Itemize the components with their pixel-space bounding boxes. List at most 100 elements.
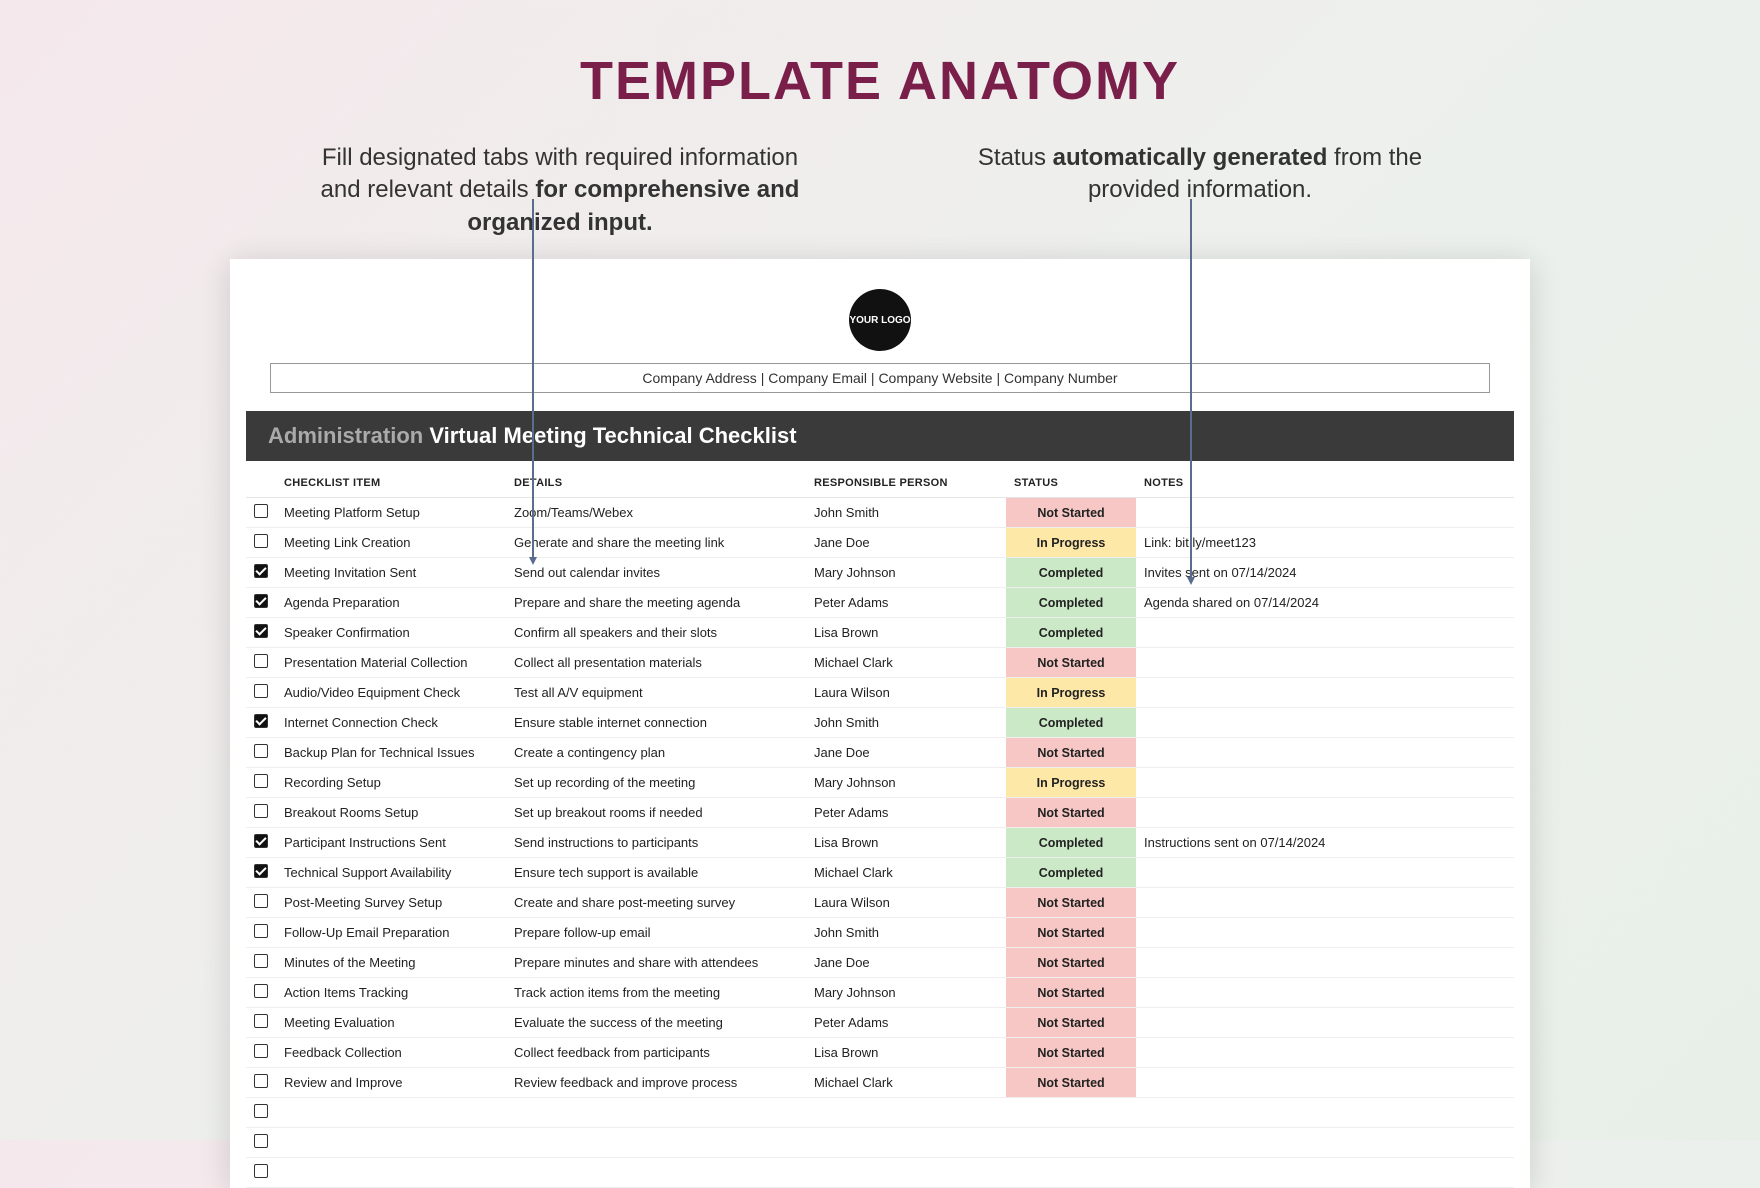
cell-item: Action Items Tracking: [276, 978, 506, 1008]
callout-right-bold: automatically generated: [1053, 144, 1328, 171]
checkbox[interactable]: [254, 1044, 268, 1058]
cell-notes: [1136, 498, 1514, 528]
cell-notes: Instructions sent on 07/14/2024: [1136, 828, 1514, 858]
cell-status: Completed: [1006, 828, 1136, 858]
table-row: Backup Plan for Technical IssuesCreate a…: [246, 738, 1514, 768]
logo-wrap: YOUR LOGO: [230, 259, 1530, 363]
checkbox[interactable]: [254, 774, 268, 788]
cell-notes: [1136, 1038, 1514, 1068]
cell-notes: [1136, 678, 1514, 708]
cell-status: Not Started: [1006, 888, 1136, 918]
cell-item: Meeting Platform Setup: [276, 498, 506, 528]
cell-check: [246, 738, 276, 768]
checkbox[interactable]: [254, 1074, 268, 1088]
cell-person: Michael Clark: [806, 858, 1006, 888]
checkbox[interactable]: [254, 924, 268, 938]
table-row: Meeting Platform SetupZoom/Teams/WebexJo…: [246, 498, 1514, 528]
table-row: Review and ImproveReview feedback and im…: [246, 1068, 1514, 1098]
cell-check: [246, 678, 276, 708]
cell-status: Completed: [1006, 618, 1136, 648]
checkbox[interactable]: [254, 1164, 268, 1178]
cell-check: [246, 648, 276, 678]
cell-item: Recording Setup: [276, 768, 506, 798]
checkbox[interactable]: [254, 984, 268, 998]
checkbox[interactable]: [254, 684, 268, 698]
checkbox[interactable]: [254, 1134, 268, 1148]
checkbox[interactable]: [254, 834, 268, 848]
cell-check: [246, 918, 276, 948]
cell-notes: [1136, 978, 1514, 1008]
cell-status: Not Started: [1006, 798, 1136, 828]
cell-empty: [506, 1128, 806, 1158]
cell-notes: [1136, 918, 1514, 948]
cell-details: Confirm all speakers and their slots: [506, 618, 806, 648]
cell-empty: [276, 1098, 506, 1128]
table-row: Post-Meeting Survey SetupCreate and shar…: [246, 888, 1514, 918]
cell-empty: [806, 1128, 1006, 1158]
cell-details: Review feedback and improve process: [506, 1068, 806, 1098]
table-row: Speaker ConfirmationConfirm all speakers…: [246, 618, 1514, 648]
cell-details: Zoom/Teams/Webex: [506, 498, 806, 528]
cell-empty: [806, 1158, 1006, 1188]
cell-details: Evaluate the success of the meeting: [506, 1008, 806, 1038]
cell-item: Meeting Link Creation: [276, 528, 506, 558]
cell-check: [246, 558, 276, 588]
cell-status: In Progress: [1006, 528, 1136, 558]
cell-status: Not Started: [1006, 1038, 1136, 1068]
cell-empty: [276, 1158, 506, 1188]
cell-person: Michael Clark: [806, 1068, 1006, 1098]
cell-person: Jane Doe: [806, 528, 1006, 558]
cell-item: Presentation Material Collection: [276, 648, 506, 678]
cell-check: [246, 498, 276, 528]
cell-status: Completed: [1006, 858, 1136, 888]
cell-empty: [806, 1098, 1006, 1128]
table-row-empty: [246, 1158, 1514, 1188]
cell-check: [246, 1158, 276, 1188]
checkbox[interactable]: [254, 864, 268, 878]
cell-details: Send out calendar invites: [506, 558, 806, 588]
cell-status: In Progress: [1006, 678, 1136, 708]
checkbox[interactable]: [254, 744, 268, 758]
cell-notes: [1136, 1008, 1514, 1038]
checkbox[interactable]: [254, 804, 268, 818]
cell-status: Not Started: [1006, 648, 1136, 678]
cell-person: Jane Doe: [806, 738, 1006, 768]
th-person: RESPONSIBLE PERSON: [806, 467, 1006, 498]
checkbox[interactable]: [254, 504, 268, 518]
cell-item: Backup Plan for Technical Issues: [276, 738, 506, 768]
cell-person: Mary Johnson: [806, 768, 1006, 798]
table-row: Presentation Material CollectionCollect …: [246, 648, 1514, 678]
cell-check: [246, 528, 276, 558]
cell-empty: [506, 1098, 806, 1128]
cell-notes: [1136, 708, 1514, 738]
checkbox[interactable]: [254, 1014, 268, 1028]
cell-details: Send instructions to participants: [506, 828, 806, 858]
cell-person: Mary Johnson: [806, 558, 1006, 588]
checkbox[interactable]: [254, 654, 268, 668]
cell-check: [246, 1008, 276, 1038]
cell-details: Collect all presentation materials: [506, 648, 806, 678]
cell-empty: [276, 1128, 506, 1158]
table-row: Follow-Up Email PreparationPrepare follo…: [246, 918, 1514, 948]
callout-left: Fill designated tabs with required infor…: [320, 142, 800, 239]
cell-item: Follow-Up Email Preparation: [276, 918, 506, 948]
cell-item: Internet Connection Check: [276, 708, 506, 738]
cell-item: Participant Instructions Sent: [276, 828, 506, 858]
title-bar: Administration Virtual Meeting Technical…: [246, 411, 1514, 461]
table-row: Meeting Link CreationGenerate and share …: [246, 528, 1514, 558]
checkbox[interactable]: [254, 894, 268, 908]
checkbox[interactable]: [254, 954, 268, 968]
checkbox[interactable]: [254, 564, 268, 578]
cell-status: In Progress: [1006, 768, 1136, 798]
cell-notes: [1136, 948, 1514, 978]
checkbox[interactable]: [254, 624, 268, 638]
table-row: Internet Connection CheckEnsure stable i…: [246, 708, 1514, 738]
checkbox[interactable]: [254, 714, 268, 728]
checkbox[interactable]: [254, 1104, 268, 1118]
cell-details: Ensure tech support is available: [506, 858, 806, 888]
cell-check: [246, 798, 276, 828]
cell-item: Review and Improve: [276, 1068, 506, 1098]
cell-check: [246, 708, 276, 738]
checkbox[interactable]: [254, 534, 268, 548]
checkbox[interactable]: [254, 594, 268, 608]
